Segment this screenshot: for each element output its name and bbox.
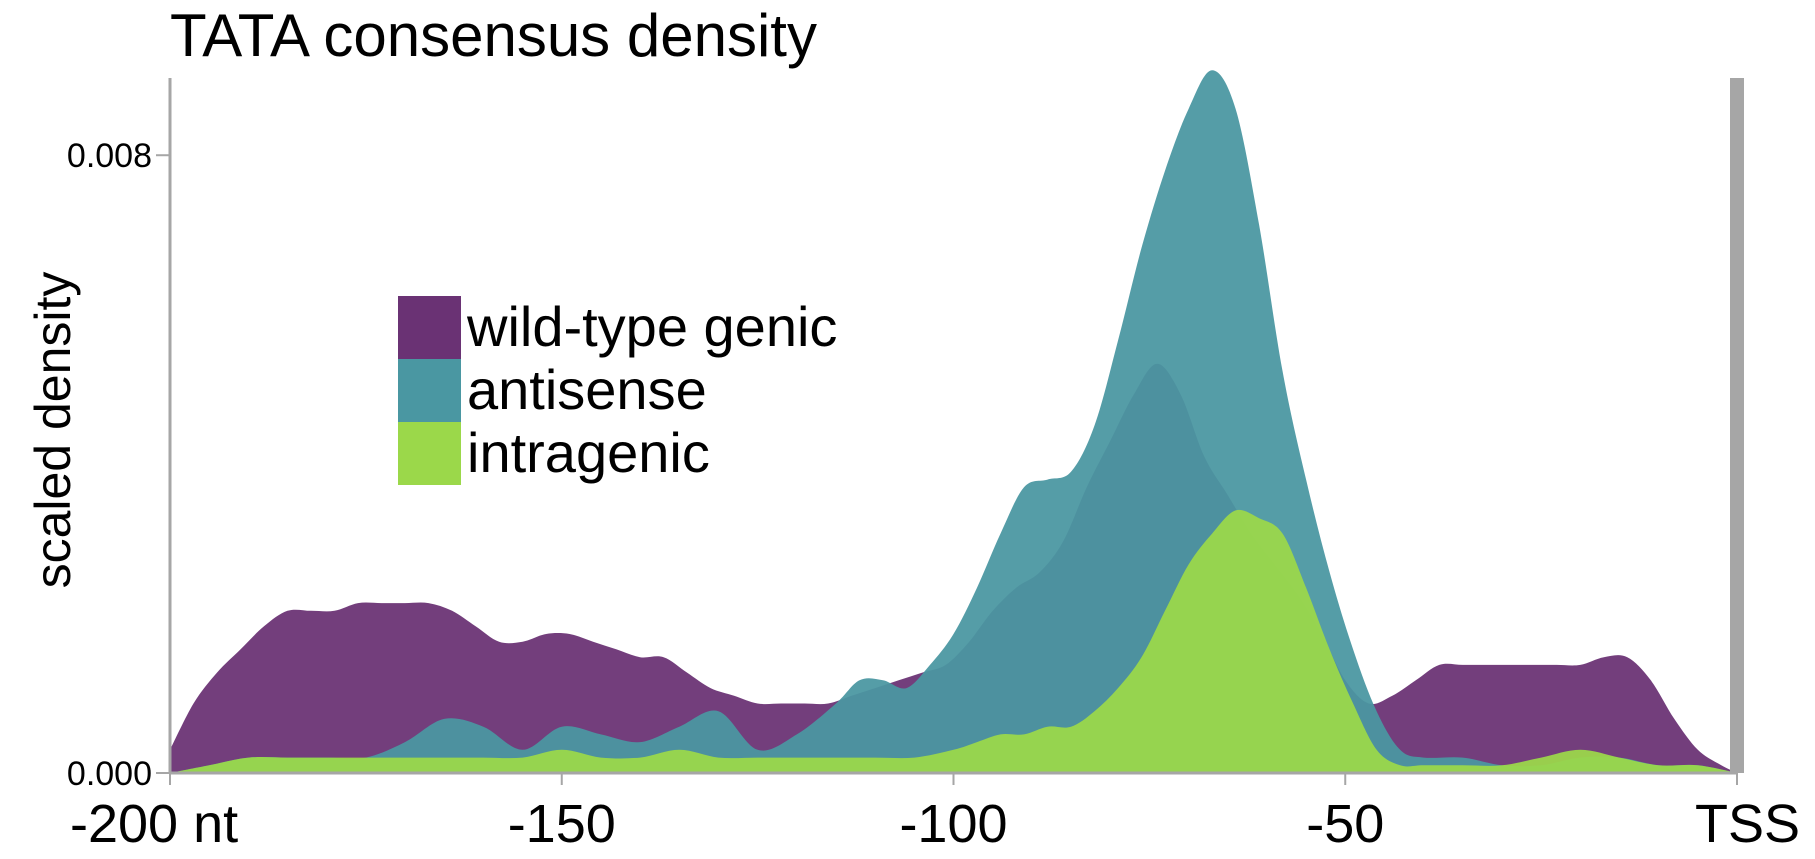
- area-intragenic: [170, 509, 1737, 773]
- legend-swatch: [398, 296, 461, 359]
- axes: 0.000 0.008 -200 nt -150 -100 -50 TSS: [67, 78, 1800, 854]
- area-wild-type-genic: [170, 363, 1737, 773]
- legend-label: intragenic: [467, 421, 710, 484]
- chart-title: TATA consensus density: [170, 2, 817, 69]
- y-tick-label: 0.000: [67, 755, 152, 793]
- legend-swatch: [398, 422, 461, 485]
- x-tick-label: -100: [899, 794, 1007, 854]
- density-areas: [170, 70, 1737, 774]
- x-tick-label: -150: [508, 794, 616, 854]
- legend-swatch: [398, 359, 461, 422]
- y-axis-label: scaled density: [25, 272, 81, 589]
- y-tick-label: 0.008: [67, 137, 152, 175]
- x-tick-label: -50: [1306, 794, 1384, 854]
- legend-label: antisense: [467, 358, 707, 421]
- x-tick-label: TSS: [1695, 794, 1800, 854]
- legend-label: wild-type genic: [466, 295, 837, 358]
- x-tick-label: -200 nt: [70, 794, 238, 854]
